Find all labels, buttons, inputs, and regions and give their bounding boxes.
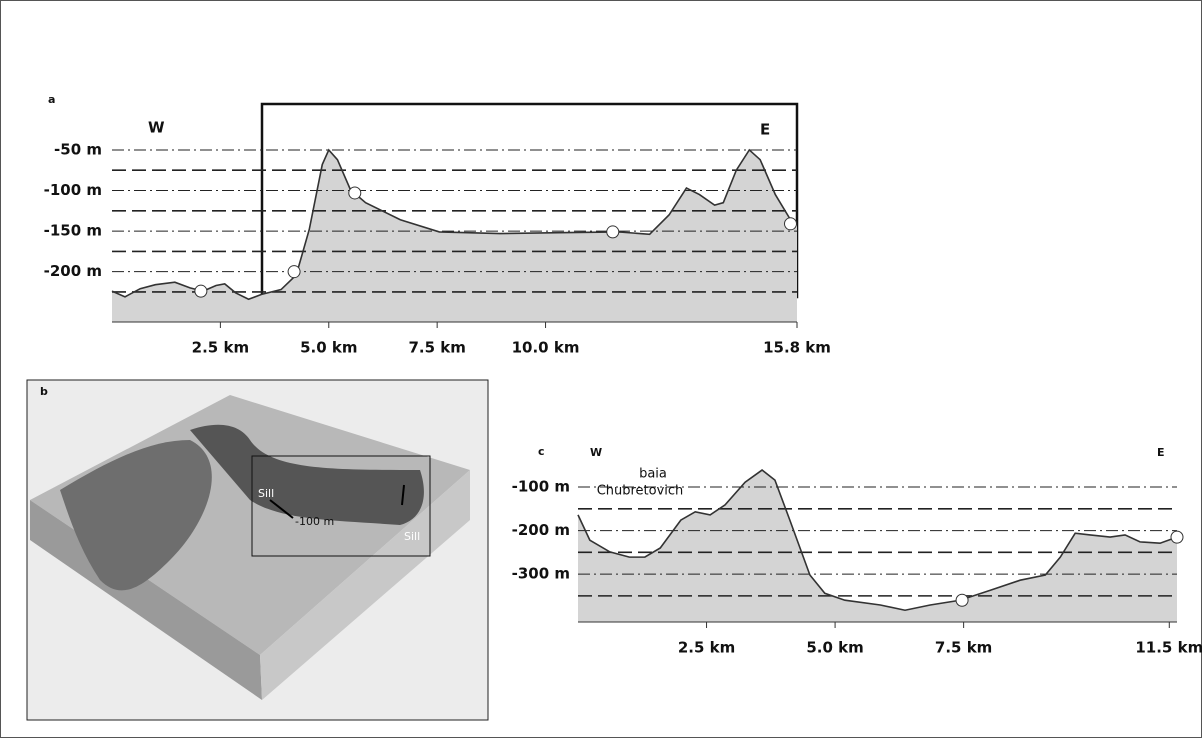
x-tick-label: 10.0 km — [512, 339, 580, 357]
marker — [955, 593, 969, 607]
profile-line — [577, 469, 1178, 612]
y-tick-label: -150 m — [44, 222, 102, 240]
panel-label: a — [48, 93, 55, 106]
panel-label: b — [40, 385, 48, 398]
marker — [287, 265, 301, 279]
x-tick-label: 5.0 km — [300, 339, 357, 357]
y-tick-label: -200 m — [44, 262, 102, 280]
panel-b: b Sill -100 m Sill — [26, 379, 489, 721]
side-label: W — [148, 119, 165, 137]
y-tick-label: -300 m — [512, 565, 570, 583]
arrow — [269, 499, 294, 519]
relief — [190, 424, 424, 525]
y-tick-label: -200 m — [512, 521, 570, 539]
relief — [60, 440, 212, 591]
x-tick-label: 5.0 km — [806, 639, 863, 657]
y-tick-label: -100 m — [512, 478, 570, 496]
marker — [1170, 530, 1184, 544]
arrow — [401, 484, 405, 506]
x-tick-label: 15.8 km — [763, 339, 831, 357]
side-label: E — [760, 121, 770, 139]
side-label: W — [590, 446, 602, 459]
annotation: Chubretovich — [597, 484, 684, 499]
inset-box — [251, 455, 431, 557]
terrain-side — [260, 470, 470, 700]
marker — [783, 217, 797, 231]
y-tick-label: -100 m — [44, 181, 102, 199]
annotation: -100 m — [295, 515, 334, 528]
x-tick-label: 11.5 km — [1135, 639, 1202, 657]
y-tick-label: -50 m — [54, 140, 102, 158]
annotation: Sill — [404, 530, 420, 543]
side-label: E — [1157, 446, 1165, 459]
annotation: Sill — [258, 487, 274, 500]
marker — [606, 225, 620, 239]
x-tick-label: 7.5 km — [935, 639, 992, 657]
x-tick-label: 2.5 km — [192, 339, 249, 357]
x-tick-label: 7.5 km — [408, 339, 465, 357]
annotation: baia — [639, 467, 667, 482]
marker — [348, 186, 362, 200]
marker — [194, 284, 208, 298]
panel-label: c — [538, 445, 545, 458]
x-tick-label: 2.5 km — [678, 639, 735, 657]
area-fill — [112, 149, 797, 322]
